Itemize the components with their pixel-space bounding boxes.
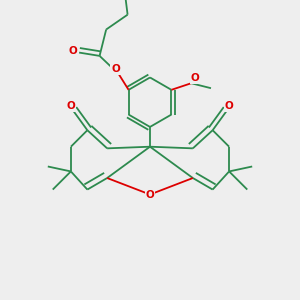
Text: O: O [111,64,120,74]
Text: O: O [146,190,154,200]
Text: O: O [69,46,78,56]
Text: O: O [225,101,233,112]
Text: O: O [191,73,200,83]
Text: O: O [67,101,75,112]
